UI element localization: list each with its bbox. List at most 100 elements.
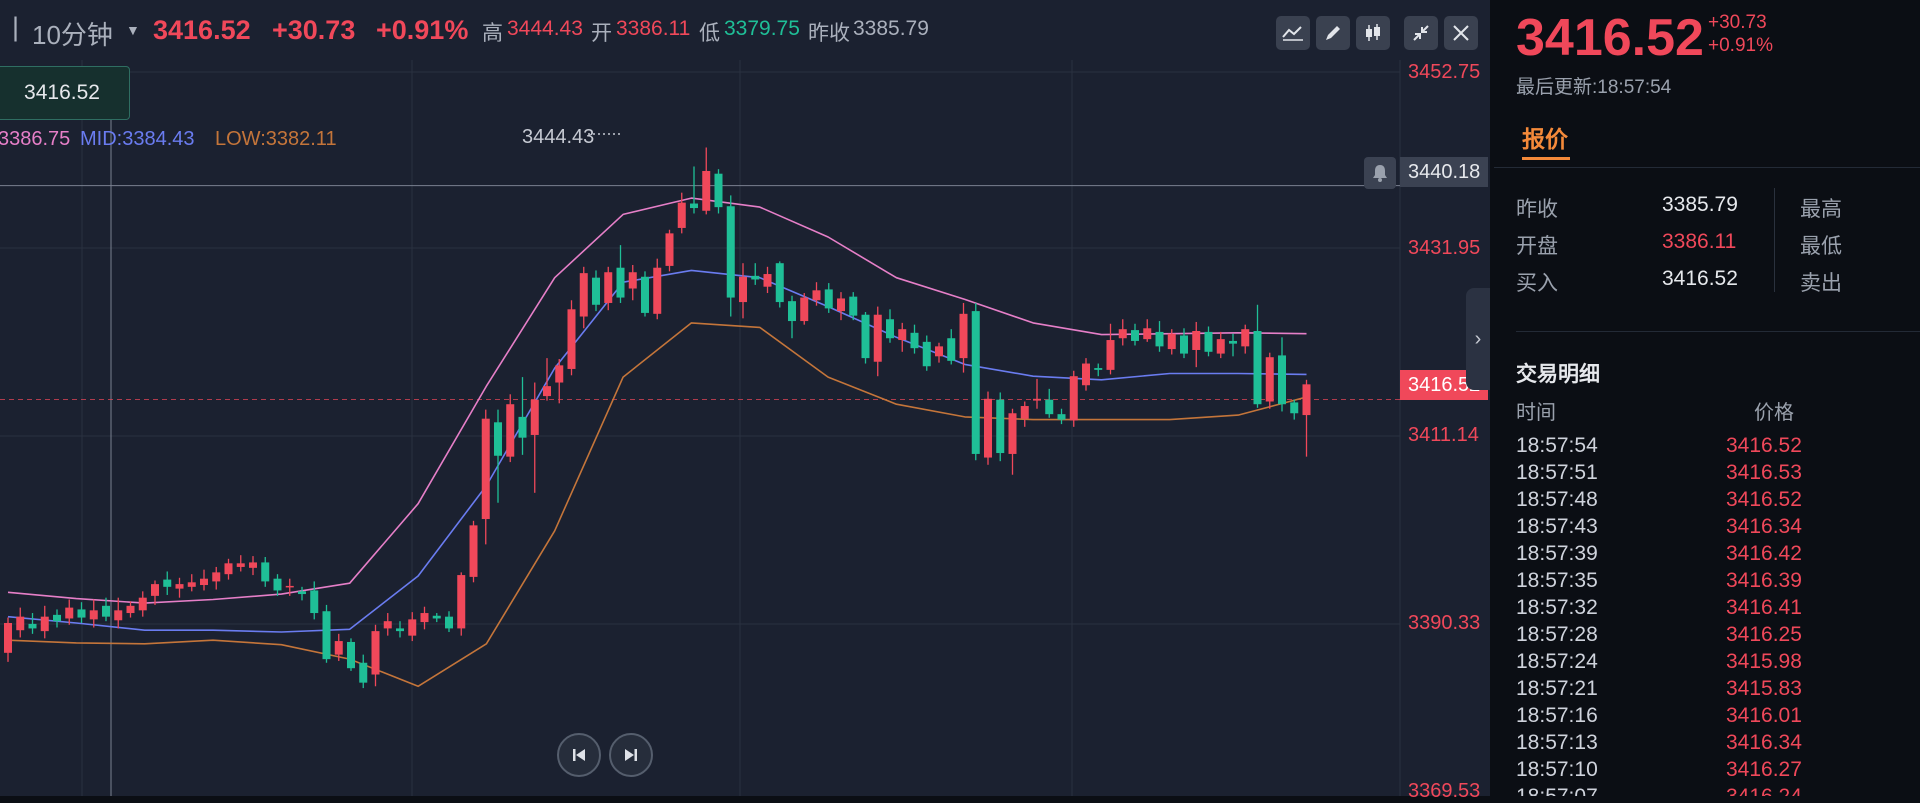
trade-time: 18:57:43 xyxy=(1516,515,1598,538)
candle-body xyxy=(530,399,539,435)
collapse-icon[interactable] xyxy=(1404,16,1438,50)
trade-time: 18:57:32 xyxy=(1516,596,1598,619)
candle-body xyxy=(494,422,502,456)
boll-upper-value: 3386.75 xyxy=(0,128,71,150)
candle-body xyxy=(285,585,294,588)
candle-body xyxy=(445,616,453,629)
trade-price: 3415.83 xyxy=(1726,677,1802,700)
interval-selector[interactable]: 10分钟 xyxy=(32,20,113,50)
candle-body xyxy=(739,276,747,303)
candle-body xyxy=(4,622,12,653)
y-tick-label: 3390.33 xyxy=(1408,612,1481,634)
candle-body xyxy=(1302,384,1311,416)
candle-body xyxy=(347,641,355,669)
open-label: 开 xyxy=(591,22,612,45)
quote-panel: 3416.52 +30.73 +0.91% 最后更新:18:57:54 报价 昨… xyxy=(1494,0,1920,796)
boll-mid-value: MID:3384.43 xyxy=(80,128,195,150)
candle-body xyxy=(935,346,943,357)
candle-body xyxy=(1131,330,1139,341)
tab-quote[interactable]: 报价 xyxy=(1522,126,1568,152)
high-label: 最高 xyxy=(1800,198,1842,221)
trade-row: 18:57:54 3416.52 xyxy=(1516,434,1896,461)
jump-start-button[interactable] xyxy=(557,733,601,777)
candle-body xyxy=(873,314,882,362)
close-icon[interactable] xyxy=(1444,16,1478,50)
trade-time: 18:57:10 xyxy=(1516,758,1598,781)
candle-body xyxy=(1155,331,1164,347)
candle-body xyxy=(457,575,466,629)
candle-body xyxy=(322,611,331,660)
last-price: 3416.52 xyxy=(153,15,251,45)
candle-body xyxy=(984,398,992,458)
candle-body xyxy=(432,615,441,619)
candle-body xyxy=(751,275,760,280)
y-tick-label: 3431.95 xyxy=(1408,237,1481,259)
trade-price: 3415.98 xyxy=(1726,650,1802,673)
alert-price-label[interactable]: 3440.18 xyxy=(1400,157,1489,187)
candle-body xyxy=(1229,340,1237,344)
candle-body xyxy=(298,591,306,595)
candle-body xyxy=(89,610,98,620)
line-tool-icon[interactable] xyxy=(1276,16,1310,50)
candle-body xyxy=(1192,330,1201,350)
candle-type-icon[interactable] xyxy=(1356,16,1390,50)
candle-body xyxy=(273,578,282,591)
chart-panel[interactable]: | 10分钟 ▼ 3416.52 +30.73 +0.91% 高 3444.43… xyxy=(0,0,1490,802)
prev-close-value: 3385.79 xyxy=(853,17,929,40)
trade-price: 3416.53 xyxy=(1726,461,1802,484)
trade-time: 18:57:07 xyxy=(1516,785,1598,796)
prev-close-value: 3385.79 xyxy=(1662,193,1738,216)
skip-back-icon xyxy=(573,749,585,761)
quote-price: 3416.52 xyxy=(1516,9,1704,67)
quote-change-pct: +0.91% xyxy=(1708,35,1773,56)
candle-body xyxy=(886,319,894,339)
bell-icon[interactable] xyxy=(1364,157,1396,189)
candle-body xyxy=(77,609,86,618)
candle-body xyxy=(690,203,698,209)
candlestick-chart[interactable] xyxy=(0,0,1490,796)
candle-body xyxy=(763,274,772,287)
jump-end-button[interactable] xyxy=(609,733,653,777)
skip-forward-icon xyxy=(625,749,637,761)
candle-body xyxy=(1143,328,1152,340)
pen-icon[interactable] xyxy=(1316,16,1350,50)
boll-lower-line xyxy=(7,322,1307,688)
y-tick-label: 3452.75 xyxy=(1408,61,1481,83)
price-change: +30.73 xyxy=(272,15,356,45)
candle-body xyxy=(971,311,980,454)
trade-row: 18:57:16 3416.01 xyxy=(1516,704,1896,731)
low-label: 低 xyxy=(699,22,720,45)
candle-body xyxy=(1045,399,1054,415)
section-divider xyxy=(1516,331,1920,332)
candle-body xyxy=(518,416,527,438)
y-tick-label: 3369.53 xyxy=(1408,780,1481,802)
candle-body xyxy=(837,298,845,312)
trade-price: 3416.42 xyxy=(1726,542,1802,565)
trade-price: 3416.01 xyxy=(1726,704,1802,727)
trade-time: 18:57:51 xyxy=(1516,461,1598,484)
price-change-pct: +0.91% xyxy=(376,15,469,45)
trade-time: 18:57:16 xyxy=(1516,704,1598,727)
last-updated: 最后更新:18:57:54 xyxy=(1516,77,1672,98)
candle-body xyxy=(1167,333,1176,350)
candle-body xyxy=(383,621,392,629)
candle-body xyxy=(1180,335,1188,354)
trade-time: 18:57:54 xyxy=(1516,434,1598,457)
candle-body xyxy=(800,297,809,322)
candle-body xyxy=(628,272,637,289)
candle-body xyxy=(592,277,600,305)
candle-body xyxy=(16,616,25,631)
candle-body xyxy=(1033,398,1041,401)
crosshair-price-tag: 3416.52 xyxy=(0,66,130,120)
candle-body xyxy=(187,582,196,587)
candle-body xyxy=(702,170,711,211)
expand-panel-handle[interactable]: › xyxy=(1466,288,1490,390)
candle-body xyxy=(261,562,270,582)
candle-body xyxy=(1253,330,1262,405)
open-value: 3386.11 xyxy=(1662,230,1737,253)
candle-body xyxy=(40,616,49,632)
chevron-down-icon[interactable]: ▼ xyxy=(126,22,140,38)
trade-time: 18:57:13 xyxy=(1516,731,1598,754)
candle-body xyxy=(151,584,159,596)
